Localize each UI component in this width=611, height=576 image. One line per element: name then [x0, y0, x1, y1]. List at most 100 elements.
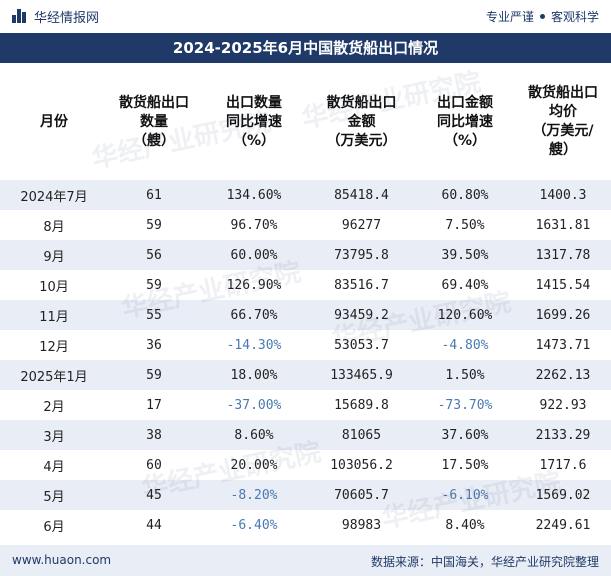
- month-cell: 6月: [43, 519, 65, 535]
- month-cell: 10月: [39, 279, 69, 295]
- logo-icon: [12, 9, 26, 23]
- column-header-line: （艘）: [133, 132, 175, 149]
- value-cell: 70605.7: [334, 487, 389, 503]
- top-bar: 华经情报网 专业严谨 客观科学: [0, 0, 611, 33]
- value-cell: 17.50%: [441, 457, 489, 473]
- value-cell: 39.50%: [441, 247, 489, 263]
- value-cell: 20.00%: [230, 457, 278, 473]
- value-cell: 922.93: [539, 397, 587, 413]
- value-cell: 98983: [341, 517, 382, 533]
- column-header: 散货船出口数量 （艘）: [108, 64, 200, 180]
- column-header: 出口数量同比增速 （%）: [200, 64, 308, 180]
- value-cell: 1473.71: [535, 337, 591, 353]
- table-row: 5月 45 -8.20% 70605.7 -6.10% 1569.02: [0, 480, 611, 510]
- value-cell: 59: [146, 217, 162, 233]
- value-cell: 8.60%: [234, 427, 274, 443]
- value-cell: 1317.78: [535, 247, 591, 263]
- column-header-line: （%）: [443, 132, 487, 149]
- column-header: 月份: [0, 64, 108, 180]
- value-cell: -14.30%: [226, 337, 282, 353]
- value-cell: 60.00%: [230, 247, 278, 263]
- value-cell: 59: [146, 367, 162, 383]
- table-row: 8月 59 96.70% 96277 7.50% 1631.81: [0, 210, 611, 240]
- column-header-line: 出口数量: [226, 94, 282, 111]
- month-cell: 9月: [43, 249, 65, 265]
- value-cell: 36: [146, 337, 162, 353]
- value-cell: -8.20%: [230, 487, 278, 503]
- table-row: 11月 55 66.70% 93459.2 120.60% 1699.26: [0, 300, 611, 330]
- brand-slogan: 专业严谨 客观科学: [486, 8, 599, 25]
- slogan-right: 客观科学: [550, 10, 599, 24]
- column-header: 散货船出口均价 （万美元/艘）: [515, 64, 611, 180]
- value-cell: 8.40%: [445, 517, 485, 533]
- value-cell: 1699.26: [535, 307, 591, 323]
- value-cell: 66.70%: [230, 307, 278, 323]
- column-header-line: （万美元）: [326, 132, 397, 149]
- column-header-line: （%）: [232, 132, 276, 149]
- table-row: 3月 38 8.60% 81065 37.60% 2133.29: [0, 420, 611, 450]
- value-cell: -6.40%: [230, 517, 278, 533]
- value-cell: 81065: [341, 427, 382, 443]
- value-cell: 2133.29: [535, 427, 591, 443]
- value-cell: 56: [146, 247, 162, 263]
- value-cell: 1415.54: [535, 277, 591, 293]
- value-cell: 120.60%: [437, 307, 493, 323]
- table-row: 12月 36 -14.30% 53053.7 -4.80% 1473.71: [0, 330, 611, 360]
- column-header-line: 均价: [549, 104, 577, 120]
- column-header-line: 金额: [347, 113, 376, 130]
- table-header-row: 月份 散货船出口数量 （艘） 出口数量同比增速 （%） 散货船出口金额 （万美元） 出口金额同…: [0, 64, 611, 180]
- value-cell: -4.80%: [441, 337, 489, 353]
- value-cell: -6.10%: [441, 487, 489, 503]
- table-row: 2月 17 -37.00% 15689.8 -73.70% 922.93: [0, 390, 611, 420]
- column-header-line: 月份: [40, 113, 68, 130]
- value-cell: -73.70%: [437, 397, 493, 413]
- value-cell: 55: [146, 307, 162, 323]
- month-cell: 2月: [43, 399, 65, 415]
- value-cell: 53053.7: [334, 337, 389, 353]
- column-header-line: 艘）: [549, 142, 577, 158]
- table-row: 2025年1月 59 18.00% 133465.9 1.50% 2262.13: [0, 360, 611, 390]
- value-cell: 60.80%: [441, 187, 489, 203]
- month-cell: 11月: [39, 309, 69, 325]
- value-cell: 18.00%: [230, 367, 278, 383]
- value-cell: 93459.2: [334, 307, 389, 323]
- table-row: 4月 60 20.00% 103056.2 17.50% 1717.6: [0, 450, 611, 480]
- footer-site: www.huaon.com: [12, 553, 112, 567]
- value-cell: 85418.4: [334, 187, 389, 203]
- value-cell: 1400.3: [539, 187, 587, 203]
- column-header-line: 同比增速: [226, 113, 282, 130]
- value-cell: 96.70%: [230, 217, 278, 233]
- column-header: 出口金额 同比增速 （%）: [415, 64, 515, 180]
- month-cell: 3月: [43, 429, 65, 445]
- page-title: 2024-2025年6月中国散货船出口情况: [0, 33, 611, 63]
- value-cell: 83516.7: [334, 277, 389, 293]
- value-cell: 134.60%: [226, 187, 282, 203]
- value-cell: 1.50%: [445, 367, 485, 383]
- value-cell: 37.60%: [441, 427, 489, 443]
- value-cell: 96277: [341, 217, 382, 233]
- value-cell: 17: [146, 397, 162, 413]
- value-cell: 69.40%: [441, 277, 489, 293]
- value-cell: 59: [146, 277, 162, 293]
- month-cell: 8月: [43, 219, 65, 235]
- slogan-left: 专业严谨: [485, 10, 534, 24]
- value-cell: 73795.8: [334, 247, 389, 263]
- column-header-line: （万美元/: [532, 123, 594, 139]
- column-header: 散货船出口金额 （万美元）: [308, 64, 415, 180]
- footer: www.huaon.com 数据来源：中国海关，华经产业研究院整理: [0, 545, 611, 576]
- table-row: 10月 59 126.90% 83516.7 69.40% 1415.54: [0, 270, 611, 300]
- value-cell: 126.90%: [226, 277, 282, 293]
- column-header-line: 数量: [140, 113, 168, 130]
- value-cell: 2249.61: [535, 517, 591, 533]
- value-cell: 1569.02: [535, 487, 591, 503]
- column-header-line: 散货船出口: [528, 85, 598, 101]
- month-cell: 12月: [39, 339, 69, 355]
- value-cell: 60: [146, 457, 162, 473]
- column-header-line: 散货船出口: [326, 94, 397, 111]
- table-row: 9月 56 60.00% 73795.8 39.50% 1317.78: [0, 240, 611, 270]
- value-cell: 44: [146, 517, 162, 533]
- month-cell: 2025年1月: [20, 369, 88, 385]
- table-row: 2024年7月 61 134.60% 85418.4 60.80% 1400.3: [0, 180, 611, 210]
- column-header-line: 散货船出口: [119, 94, 189, 111]
- value-cell: 45: [146, 487, 162, 503]
